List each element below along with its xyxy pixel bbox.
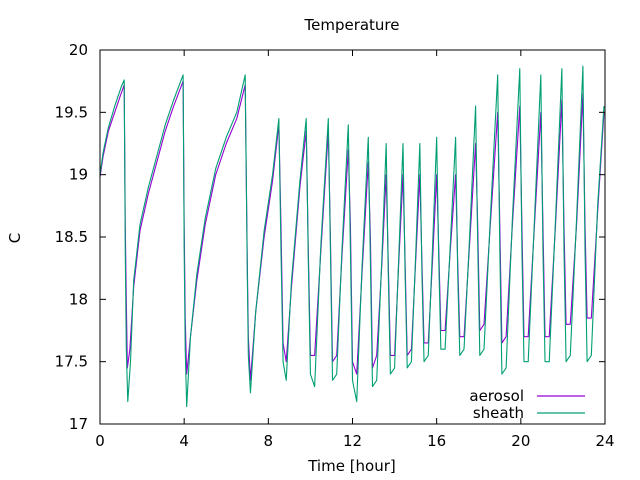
y-tick-label: 20 — [69, 41, 88, 59]
y-tick-label: 19.5 — [55, 103, 88, 121]
x-tick-label: 8 — [264, 432, 274, 450]
x-tick-label: 24 — [595, 432, 614, 450]
series-layer — [99, 65, 605, 408]
ticks-layer: 0 4 8 12 16 20 24 17 17.5 18 18.5 19 19.5 20 — [55, 41, 615, 450]
x-axis-title: Time [hour] — [307, 457, 396, 475]
series-line-sheath — [99, 65, 605, 408]
y-tick-label: 18 — [69, 290, 88, 308]
y-tick-label: 17 — [69, 415, 88, 433]
y-tick-label: 19 — [69, 166, 88, 184]
y-axis-title: C — [6, 233, 24, 243]
x-tick-label: 20 — [511, 432, 530, 450]
y-tick-label: 18.5 — [55, 228, 88, 246]
x-tick-label: 16 — [427, 432, 446, 450]
legend-label-aerosol: aerosol — [469, 387, 524, 405]
x-tick-label: 12 — [343, 432, 362, 450]
x-tick-label: 0 — [95, 432, 105, 450]
legend-label-sheath: sheath — [473, 404, 524, 422]
x-tick-label: 4 — [179, 432, 189, 450]
y-tick-label: 17.5 — [55, 353, 88, 371]
chart-title: Temperature — [303, 16, 399, 34]
legend: aerosol sheath — [469, 387, 585, 422]
